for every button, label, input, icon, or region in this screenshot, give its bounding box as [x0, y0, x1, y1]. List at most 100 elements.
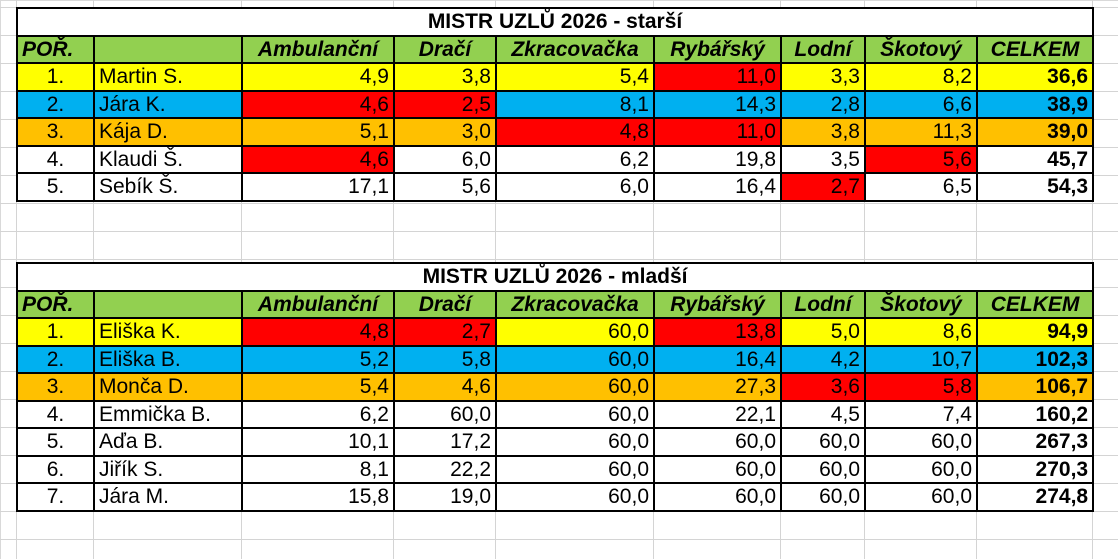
time-cell: 27,3	[653, 372, 782, 402]
name-cell: Kája D.	[93, 117, 243, 147]
time-cell: 3,5	[780, 144, 866, 174]
time-cell: 2,5	[393, 89, 497, 119]
header-zkracovacka: Zkracovačka	[495, 34, 655, 64]
table-title: MISTR UZLŮ 2026 - starší	[15, 7, 1095, 37]
total-cell: 54,3	[975, 172, 1095, 202]
total-cell: 94,9	[975, 317, 1095, 347]
table-row: 6. Jiřík S. 8,1 22,2 60,0 60,0 60,0 60,0 270,3	[16, 454, 1095, 484]
time-cell: 60,0	[653, 427, 782, 457]
table-row: 4. Klaudi Š. 4,6 6,0 6,2 19,8 3,5 5,6 45,7	[16, 144, 1095, 174]
time-cell: 14,3	[653, 89, 782, 119]
rank-cell: 2.	[16, 344, 95, 374]
table-row: 5. Sebík Š. 17,1 5,6 6,0 16,4 2,7 6,5 54,3	[16, 172, 1095, 202]
total-cell: 45,7	[975, 144, 1095, 174]
time-cell: 60,0	[495, 482, 655, 512]
time-cell: 4,6	[241, 89, 395, 119]
header-draci: Dračí	[393, 289, 497, 319]
rank-cell: 3.	[16, 372, 95, 402]
name-cell: Eliška B.	[93, 344, 243, 374]
time-cell: 22,1	[653, 399, 782, 429]
total-cell: 274,8	[975, 482, 1095, 512]
time-cell: 5,6	[393, 172, 497, 202]
header-celkem: CELKEM	[975, 34, 1095, 64]
header-celkem: CELKEM	[975, 289, 1095, 319]
header-name	[93, 34, 243, 64]
header-lodni: Lodní	[780, 289, 866, 319]
total-cell: 160,2	[975, 399, 1095, 429]
time-cell: 2,8	[780, 89, 866, 119]
table-row: 1. Martin S. 4,9 3,8 5,4 11,0 3,3 8,2 36,6	[16, 62, 1095, 92]
header-skotovy: Škotový	[864, 34, 978, 64]
rank-cell: 6.	[16, 454, 95, 484]
gridline	[0, 203, 1118, 204]
header-rybarsky: Rybářský	[653, 289, 782, 319]
rank-cell: 5.	[16, 427, 95, 457]
time-cell: 5,8	[864, 372, 978, 402]
time-cell: 5,2	[241, 344, 395, 374]
name-cell: Jára M.	[93, 482, 243, 512]
time-cell: 8,1	[495, 89, 655, 119]
time-cell: 3,3	[780, 62, 866, 92]
name-cell: Eliška K.	[93, 317, 243, 347]
time-cell: 17,1	[241, 172, 395, 202]
table-row: 4. Emmička B. 6,2 60,0 60,0 22,1 4,5 7,4 160,2	[16, 399, 1095, 429]
time-cell: 5,1	[241, 117, 395, 147]
table-row: 7. Jára M. 15,8 19,0 60,0 60,0 60,0 60,0 274,8	[16, 482, 1095, 512]
time-cell: 5,0	[780, 317, 866, 347]
rank-cell: 4.	[16, 144, 95, 174]
rank-cell: 1.	[16, 62, 95, 92]
header-draci: Dračí	[393, 34, 497, 64]
time-cell: 5,8	[393, 344, 497, 374]
time-cell: 60,0	[495, 372, 655, 402]
time-cell: 4,8	[241, 317, 395, 347]
time-cell: 60,0	[653, 482, 782, 512]
time-cell: 16,4	[653, 172, 782, 202]
name-cell: Jiřík S.	[93, 454, 243, 484]
header-zkracovacka: Zkracovačka	[495, 289, 655, 319]
time-cell: 13,8	[653, 317, 782, 347]
time-cell: 5,6	[864, 144, 978, 174]
time-cell: 4,2	[780, 344, 866, 374]
time-cell: 8,1	[241, 454, 395, 484]
time-cell: 6,5	[864, 172, 978, 202]
time-cell: 4,6	[241, 144, 395, 174]
time-cell: 60,0	[495, 344, 655, 374]
results-table-older: MISTR UZLŮ 2026 - starší POŘ. Ambulanční D…	[15, 7, 1095, 202]
time-cell: 15,8	[241, 482, 395, 512]
time-cell: 60,0	[495, 427, 655, 457]
header-skotovy: Škotový	[864, 289, 978, 319]
time-cell: 4,6	[393, 372, 497, 402]
time-cell: 22,2	[393, 454, 497, 484]
name-cell: Emmička B.	[93, 399, 243, 429]
time-cell: 60,0	[864, 482, 978, 512]
time-cell: 60,0	[780, 482, 866, 512]
time-cell: 60,0	[780, 454, 866, 484]
rank-cell: 7.	[16, 482, 95, 512]
time-cell: 4,5	[780, 399, 866, 429]
rank-cell: 5.	[16, 172, 95, 202]
time-cell: 10,7	[864, 344, 978, 374]
rank-cell: 1.	[16, 317, 95, 347]
time-cell: 19,8	[653, 144, 782, 174]
table-title: MISTR UZLŮ 2026 - mladší	[15, 262, 1095, 292]
header-lodni: Lodní	[780, 34, 866, 64]
time-cell: 6,0	[393, 144, 497, 174]
time-cell: 16,4	[653, 344, 782, 374]
gridline	[0, 231, 1118, 232]
gridline	[0, 259, 1118, 260]
time-cell: 4,8	[495, 117, 655, 147]
time-cell: 8,2	[864, 62, 978, 92]
header-ambulancni: Ambulanční	[241, 34, 395, 64]
time-cell: 6,2	[495, 144, 655, 174]
name-cell: Jára K.	[93, 89, 243, 119]
rank-cell: 3.	[16, 117, 95, 147]
name-cell: Monča D.	[93, 372, 243, 402]
header-rank: POŘ.	[16, 34, 95, 64]
header-rybarsky: Rybářský	[653, 34, 782, 64]
header-ambulancni: Ambulanční	[241, 289, 395, 319]
time-cell: 2,7	[393, 317, 497, 347]
time-cell: 11,3	[864, 117, 978, 147]
time-cell: 6,0	[495, 172, 655, 202]
rank-cell: 2.	[16, 89, 95, 119]
name-cell: Sebík Š.	[93, 172, 243, 202]
